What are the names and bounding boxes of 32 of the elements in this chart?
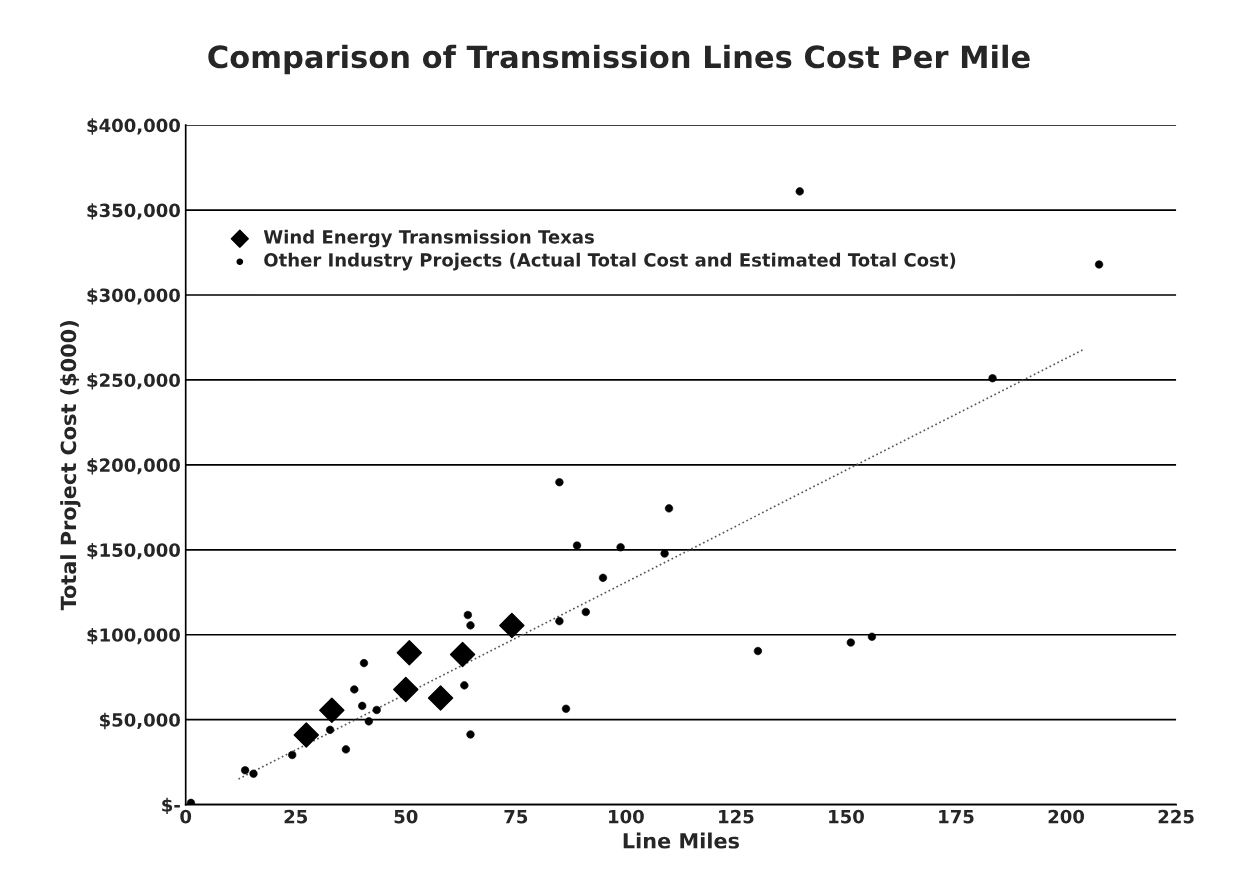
x-tick-label: 50 [394,809,418,824]
x-tick-label: 25 [284,809,308,824]
x-tick-label: 175 [939,810,974,824]
point [499,612,525,639]
y-tick-label: $200,000 [87,458,180,475]
point [293,722,320,748]
x-tick-label: 100 [609,809,644,824]
point [427,685,454,711]
y-tick-label: $50,000 [100,712,180,730]
y-tick-label: $400,000 [87,118,180,135]
point [463,610,472,620]
point [393,676,419,703]
x-tick-label: 225 [1158,809,1194,824]
legend-label: Other Industry Projects (Actual Total Cost and Estimated Total Cost) [264,252,956,271]
y-tick-label: $250,000 [87,373,180,390]
x-tick-label: 75 [504,810,528,824]
y-tick-label: $350,000 [87,203,180,220]
y-tick-label: $150,000 [87,542,180,560]
y-tick-label: $300,000 [87,288,180,305]
x-tick-label: 200 [1048,809,1085,824]
y-tick-label: $100,000 [87,627,180,645]
x-tick-label: 125 [719,809,754,824]
y-axis-title: Total Project Cost ($000) [60,321,81,611]
point [319,697,345,724]
point [396,640,423,666]
point [449,641,476,668]
x-axis-title: Line Miles [623,832,739,849]
x-tick-label: 0 [180,809,192,824]
y-tick-label: $- [162,797,180,815]
chart-title: Comparison of Transmission Lines Cost Per Mile [208,44,1030,75]
legend-label: Wind Energy Transmission Texas [263,229,594,248]
x-tick-label: 150 [829,809,864,824]
